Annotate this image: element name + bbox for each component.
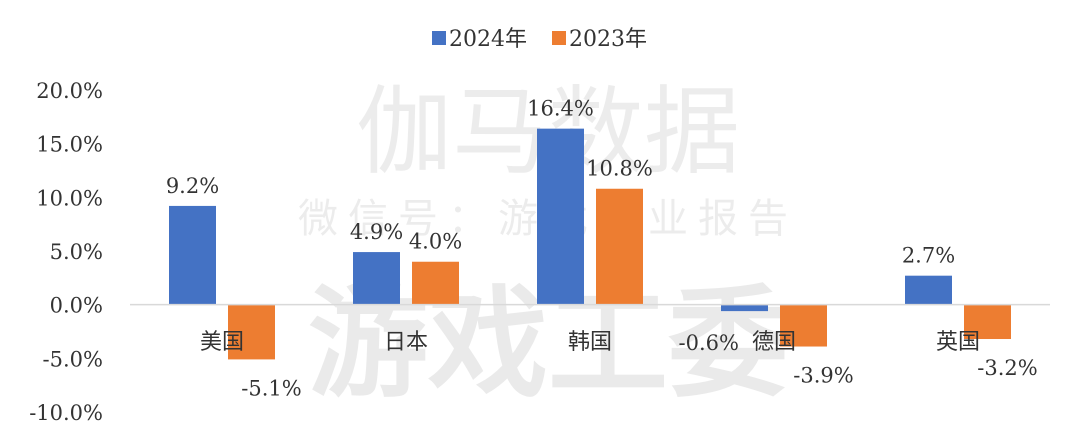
bars [169,128,1011,360]
legend: 2024年 2023年 [432,27,647,52]
data-label-0-1: 4.9% [350,220,403,244]
x-category-label: 韩国 [568,330,612,355]
legend-swatch-1 [552,31,566,45]
x-category-label: 日本 [384,330,428,355]
y-tick-label: 0.0% [50,294,103,318]
bar-0-0 [169,205,216,305]
data-label-1-1: 4.0% [409,230,462,254]
bar-1-3 [780,304,827,347]
legend-label-0: 2024年 [449,27,527,52]
x-axis: 美国 日本 韩国 德国 英国 [130,303,1050,355]
data-label-1-3: -3.9% [793,364,853,388]
bar-1-0 [228,304,275,360]
bar-0-4 [905,275,952,305]
y-tick-label: 20.0% [36,79,103,103]
data-label-0-0: 9.2% [166,174,219,198]
y-tick-label: 15.0% [36,133,103,157]
bar-1-1 [412,261,459,305]
data-label-1-4: -3.2% [977,356,1037,380]
y-axis: 20.0% 15.0% 10.0% 5.0% 0.0% -5.0% -10.0% [29,79,103,425]
legend-label-1: 2023年 [569,27,647,52]
data-label-1-0: -5.1% [241,376,301,400]
x-category-label: 美国 [200,330,244,355]
y-tick-label: 5.0% [50,240,103,264]
data-label-0-4: 2.7% [902,244,955,268]
legend-swatch-0 [432,31,446,45]
data-label-1-2: 10.8% [586,157,653,181]
y-tick-label: -5.0% [43,347,103,371]
bar-1-4 [964,304,1011,340]
data-label-0-2: 16.4% [527,97,594,121]
bar-1-2 [596,188,643,305]
x-category-label: 英国 [936,330,980,355]
bar-0-2 [537,128,584,305]
y-tick-label: -10.0% [29,401,103,425]
data-labels: 9.2% 4.9% 16.4% -0.6% 2.7% -5.1% 4.0% 10.8% -3.9… [166,97,1038,401]
bar-0-1 [353,252,400,305]
data-label-0-3: -0.6% [679,331,739,355]
x-category-label: 德国 [752,330,796,355]
bar-0-3 [721,304,768,312]
y-tick-label: 10.0% [36,186,103,210]
